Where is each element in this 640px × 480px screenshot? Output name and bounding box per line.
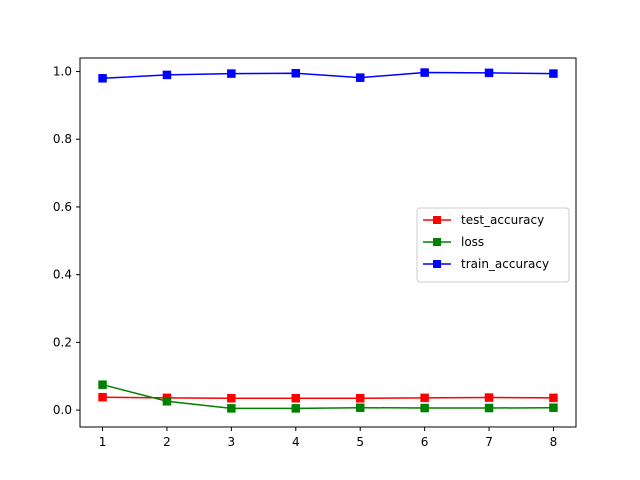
- x-tick-label-1: 1: [99, 435, 107, 449]
- y-tick-label-0.0: 0.0: [53, 403, 72, 417]
- data-point-loss-7: [484, 403, 494, 413]
- legend-entry-loss: loss: [423, 235, 484, 249]
- legend-entry-test_accuracy: test_accuracy: [423, 213, 544, 227]
- plot-area: [98, 68, 558, 413]
- data-point-loss-8: [549, 403, 558, 412]
- data-point-train_accuracy-7: [484, 68, 494, 78]
- series-test_accuracy: [98, 392, 558, 403]
- y-tick-label-0.2: 0.2: [53, 335, 72, 349]
- axes-frame: [79, 57, 577, 428]
- x-tick-label-4: 4: [292, 435, 300, 449]
- x-tick-label-8: 8: [550, 435, 558, 449]
- data-point-test_accuracy-6: [420, 393, 429, 403]
- data-point-train_accuracy-5: [355, 73, 365, 82]
- x-tick-label-5: 5: [356, 435, 364, 449]
- x-tick-label-3: 3: [228, 435, 236, 449]
- data-point-loss-3: [227, 404, 236, 413]
- data-point-train_accuracy-1: [98, 74, 107, 83]
- y-tick-label-0.4: 0.4: [53, 268, 72, 282]
- legend-marker-test_accuracy: [433, 216, 441, 224]
- axes: 1 2 3 4 5 6 7 8 0.0 0.2 0.4 0.6 0.8 1.0: [53, 57, 577, 449]
- series-loss: [98, 380, 558, 413]
- data-point-loss-4: [291, 404, 301, 413]
- data-point-train_accuracy-8: [549, 69, 558, 78]
- data-point-train_accuracy-4: [291, 68, 301, 78]
- data-point-test_accuracy-3: [227, 393, 236, 403]
- data-point-loss-1: [98, 380, 107, 389]
- data-point-loss-5: [355, 403, 365, 412]
- x-tick-label-6: 6: [421, 435, 429, 449]
- data-point-loss-6: [420, 403, 429, 413]
- y-tick-label-1.0: 1.0: [53, 65, 72, 79]
- legend-entry-train_accuracy: train_accuracy: [423, 257, 549, 271]
- legend-marker-loss: [433, 238, 441, 246]
- legend-marker-train_accuracy: [433, 260, 441, 268]
- data-point-test_accuracy-7: [484, 393, 494, 402]
- x-tick-label-2: 2: [163, 435, 171, 449]
- legend-label-train_accuracy: train_accuracy: [461, 257, 549, 271]
- series-line-train_accuracy: [102, 71, 554, 80]
- data-point-test_accuracy-5: [355, 393, 365, 403]
- data-point-train_accuracy-6: [420, 68, 429, 77]
- data-point-test_accuracy-8: [549, 393, 558, 403]
- legend-label-test_accuracy: test_accuracy: [461, 213, 544, 227]
- series-line-loss: [102, 383, 554, 410]
- series-train_accuracy: [98, 68, 558, 83]
- y-tick-label-0.6: 0.6: [53, 200, 72, 214]
- y-tick-label-0.8: 0.8: [53, 132, 72, 146]
- legend-box: [416, 207, 570, 283]
- series-line-test_accuracy: [102, 396, 554, 399]
- data-point-train_accuracy-3: [227, 69, 236, 78]
- x-tick-label-7: 7: [485, 435, 493, 449]
- data-point-train_accuracy-2: [162, 70, 172, 80]
- data-point-test_accuracy-1: [98, 392, 107, 402]
- legend-label-loss: loss: [461, 235, 484, 249]
- data-point-loss-2: [162, 397, 172, 406]
- data-point-test_accuracy-4: [291, 393, 301, 403]
